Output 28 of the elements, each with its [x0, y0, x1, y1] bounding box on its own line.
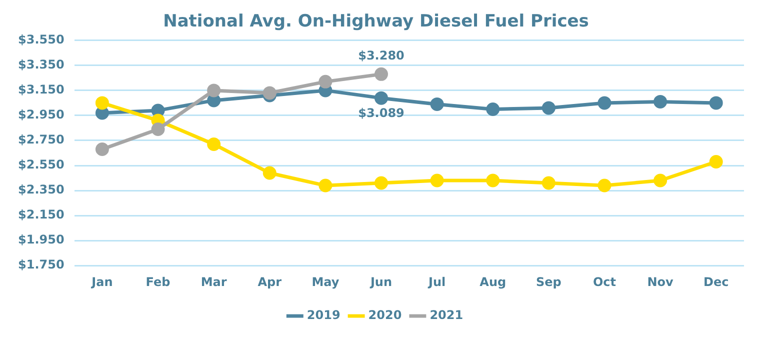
- y-tick-label: $2.750: [18, 132, 64, 147]
- x-tick-label: Oct: [592, 274, 616, 289]
- x-tick-label: Dec: [703, 274, 729, 289]
- x-tick-label: Sep: [536, 274, 562, 289]
- x-tick-label: Jun: [369, 274, 392, 289]
- y-tick-label: $3.350: [18, 58, 64, 72]
- x-tick-label: Jan: [90, 274, 113, 289]
- legend-label: 2021: [430, 308, 464, 322]
- y-tick-label: $2.950: [18, 108, 64, 122]
- x-tick-label: Nov: [647, 274, 674, 289]
- x-tick-label: Aug: [480, 274, 506, 289]
- x-tick-label: Feb: [146, 274, 171, 289]
- x-tick-label: Jul: [427, 274, 446, 289]
- y-tick-label: $1.750: [18, 258, 64, 272]
- data-label: $3.280: [358, 48, 404, 62]
- y-tick-label: $2.350: [18, 182, 64, 197]
- data-label: $3.089: [358, 106, 404, 120]
- y-tick-label: $2.150: [18, 208, 64, 222]
- x-tick-label: Mar: [200, 274, 227, 289]
- legend-label: 2019: [306, 308, 340, 322]
- x-tick-label: May: [312, 274, 340, 289]
- y-tick-label: $3.550: [18, 32, 64, 47]
- chart-title: National Avg. On-Highway Diesel Fuel Prices: [163, 12, 589, 32]
- y-tick-label: $2.550: [18, 158, 64, 172]
- y-tick-label: $1.950: [18, 232, 64, 247]
- legend-label: 2020: [368, 308, 402, 322]
- x-tick-label: Apr: [258, 274, 282, 289]
- y-tick-label: $3.150: [18, 82, 64, 97]
